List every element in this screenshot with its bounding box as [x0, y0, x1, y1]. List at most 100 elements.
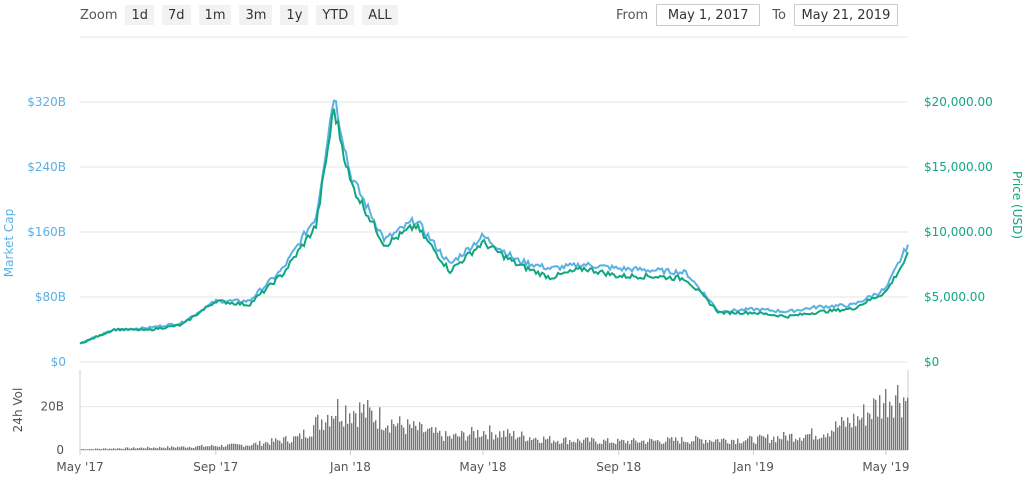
volume-bar [415, 425, 417, 450]
volume-bar [277, 440, 279, 450]
volume-bar [597, 444, 599, 450]
volume-bar [87, 449, 89, 450]
volume-bar [559, 443, 561, 450]
from-date-input[interactable] [656, 4, 761, 26]
volume-bar [123, 448, 125, 450]
volume-bar [687, 442, 689, 450]
x-tick-label: May '19 [862, 460, 909, 474]
volume-bar [679, 443, 681, 450]
volume-bar [247, 445, 249, 450]
volume-bar [897, 385, 899, 450]
volume-bar [645, 443, 647, 450]
volume-bar [749, 435, 751, 450]
volume-bar [321, 419, 323, 450]
zoom-ytd-button[interactable]: YTD [316, 5, 355, 25]
volume-bar [469, 434, 471, 450]
left-axis-tick-label: $240B [27, 160, 66, 174]
volume-bar [891, 405, 893, 450]
volume-bar [85, 449, 87, 450]
volume-bar [147, 446, 149, 450]
date-range-selector: From To [616, 3, 898, 27]
volume-bar [783, 431, 785, 450]
volume-axis-tick-label: 0 [56, 443, 64, 457]
to-date-input[interactable] [793, 4, 898, 26]
volume-bar [387, 425, 389, 450]
volume-bar [533, 438, 535, 450]
to-label: To [772, 7, 786, 23]
volume-bar [91, 448, 93, 450]
volume-bar [231, 443, 233, 450]
volume-bar [465, 440, 467, 450]
volume-bar [385, 427, 387, 450]
volume-bar [259, 440, 261, 450]
volume-bar [739, 443, 741, 450]
volume-bar [527, 440, 529, 450]
left-axis-tick-label: $160B [27, 225, 66, 239]
volume-bar [185, 447, 187, 450]
volume-bar [335, 415, 337, 450]
volume-bar [753, 442, 755, 450]
volume-bar [509, 433, 511, 450]
volume-bar [555, 442, 557, 450]
volume-bar [885, 389, 887, 450]
zoom-7d-button[interactable]: 7d [162, 5, 191, 25]
volume-bar [473, 431, 475, 450]
volume-bar [733, 440, 735, 450]
volume-bar [589, 441, 591, 450]
volume-bar [625, 443, 627, 450]
volume-bar [899, 402, 901, 450]
volume-bar [99, 448, 101, 450]
volume-bar [871, 418, 873, 450]
volume-bar [305, 437, 307, 450]
volume-bar [537, 439, 539, 450]
volume-bar [377, 428, 379, 450]
volume-bar [541, 442, 543, 450]
volume-bar [163, 447, 165, 450]
volume-bar [539, 442, 541, 450]
zoom-1d-button[interactable]: 1d [125, 5, 155, 25]
volume-bar [127, 447, 129, 450]
volume-bar [803, 438, 805, 450]
volume-bar [271, 438, 273, 450]
volume-bar [497, 437, 499, 450]
volume-bar [283, 437, 285, 450]
volume-bar [343, 426, 345, 450]
zoom-1m-button[interactable]: 1m [198, 5, 232, 25]
volume-bar [647, 441, 649, 450]
volume-bar [439, 430, 441, 450]
volume-bar [745, 440, 747, 450]
volume-bar [81, 449, 83, 450]
volume-bar [153, 447, 155, 450]
volume-bar [183, 446, 185, 450]
volume-bar [117, 448, 119, 450]
volume-bar [383, 430, 385, 450]
volume-bar [211, 444, 213, 450]
volume-bar [241, 444, 243, 450]
volume-bar [365, 417, 367, 450]
volume-bar [525, 441, 527, 450]
right-axis-tick-label: $20,000.00 [924, 95, 993, 109]
volume-bar [779, 438, 781, 450]
volume-bar [233, 443, 235, 450]
zoom-1y-button[interactable]: 1y [280, 5, 309, 25]
volume-bar [463, 432, 465, 450]
zoom-all-button[interactable]: ALL [362, 5, 398, 25]
volume-bar [799, 437, 801, 450]
volume-bar [159, 446, 161, 450]
volume-bar [455, 433, 457, 450]
zoom-3m-button[interactable]: 3m [239, 5, 273, 25]
volume-bar [173, 447, 175, 450]
volume-bar [149, 447, 151, 450]
volume-bar [517, 437, 519, 450]
volume-bar [851, 427, 853, 450]
volume-bar [901, 417, 903, 450]
volume-bar [805, 434, 807, 450]
volume-bar [201, 444, 203, 450]
volume-bar [221, 444, 223, 450]
x-tick-label: Sep '17 [193, 460, 238, 474]
volume-bar [791, 433, 793, 450]
volume-bar [491, 432, 493, 450]
volume-bar [301, 438, 303, 450]
volume-bar [229, 444, 231, 450]
